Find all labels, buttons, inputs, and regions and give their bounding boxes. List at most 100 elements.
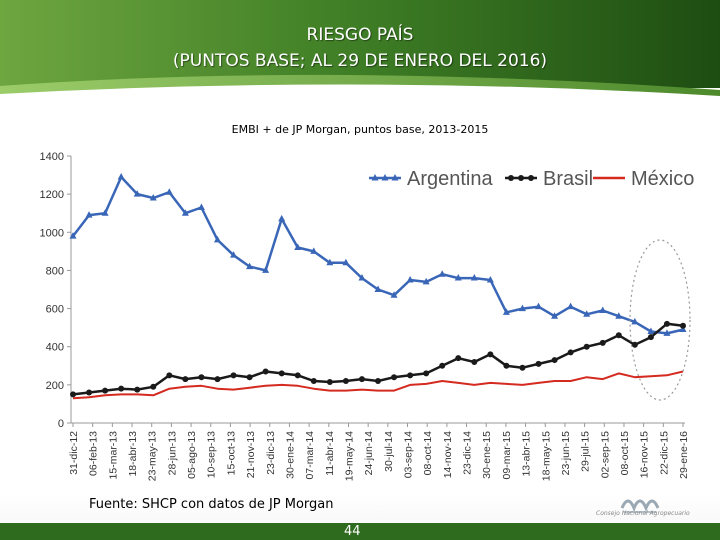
legend-label-méxico: México [631,168,694,190]
y-tick-label: 0 [58,418,64,430]
data-point [262,368,269,375]
data-point [535,360,542,367]
data-point [455,355,462,362]
data-point [246,374,253,381]
data-point [197,203,205,210]
data-point [133,190,141,197]
x-tick-label: 06-feb-13 [88,431,100,476]
data-point [423,370,430,377]
data-point [631,341,638,348]
x-tick-label: 03-sep-14 [403,431,415,478]
y-tick-label: 1200 [40,189,64,201]
legend-marker [518,175,524,181]
data-point [326,258,334,266]
source-note: Fuente: SHCP con datos de JP Morgan [89,497,334,512]
x-tick-label: 28-jun-13 [166,431,178,476]
data-point [679,325,687,333]
x-tick-label: 29-jul-15 [580,431,592,472]
data-point [454,274,462,281]
data-point [358,274,366,281]
x-tick-label: 16-nov-15 [639,431,651,478]
x-tick-label: 30-jul-14 [383,431,395,472]
series-line-argentina [72,175,684,335]
data-point [663,320,670,327]
legend-label-brasil: Brasil [543,168,593,190]
data-point [615,312,623,319]
series-line-méxico [72,370,684,400]
data-point [294,243,302,251]
highlight-ellipse [629,239,691,401]
data-point [390,291,398,298]
x-tick-label: 05-ago-13 [186,431,198,479]
logo [594,488,714,522]
data-point [631,317,639,325]
data-point [342,378,349,385]
data-point [230,372,237,379]
logo-mark-icon [620,499,660,513]
banner-graphic [0,0,720,108]
chart-frame: 0 200 400 600 800 1000 1200 1400 31-dic-12 06-feb… [19,142,700,490]
data-point [262,266,270,273]
data-point [663,329,671,336]
x-tick-label: 13-abr-15 [521,431,533,477]
x-tick-label: 23-dic-14 [462,431,474,475]
chart-subtitle: EMBI + de JP Morgan, puntos base, 2013-2… [231,123,489,136]
x-tick-label: 31-dic-12 [68,431,80,475]
data-point [583,310,591,317]
x-tick-label: 30-ene-15 [481,431,493,479]
x-tick-label: 24-jun-14 [363,431,375,476]
data-point [647,334,654,341]
x-tick-label: 10-sep-13 [206,431,218,478]
data-point [375,378,381,385]
data-point [117,172,125,180]
y-tick-label: 200 [46,380,64,392]
slide-title-line1: RIESGO PAÍS [306,25,414,45]
legend-label-argentina: Argentina [407,168,493,190]
x-tick-label: 15-mar-13 [107,431,119,480]
x-tick-label: 02-sep-15 [599,431,611,478]
data-point [246,262,254,270]
data-point [118,385,125,392]
data-point [471,358,478,365]
y-tick-label: 1400 [40,151,64,163]
title-banner: RIESGO PAÍS (PUNTOS BASE; AL 29 DE ENERO… [0,0,720,108]
data-point [310,247,318,254]
x-tick-label: 22-dic-15 [658,431,670,475]
x-tick-label: 09-mar-15 [501,431,513,480]
data-point [551,312,559,319]
data-point [518,304,526,312]
data-point [70,391,76,398]
data-point [519,364,526,371]
data-point [503,362,510,369]
data-point [278,214,286,222]
legend-marker [371,174,379,181]
x-tick-label: 14-nov-14 [442,431,454,478]
data-point [213,235,221,243]
data-point [198,374,205,381]
data-point [438,270,446,277]
x-tick-label: 08-oct-15 [619,431,631,476]
data-point [101,209,109,216]
legend-marker [391,174,399,181]
y-tick-label: 400 [46,342,64,354]
data-point [439,362,446,369]
data-point [487,351,494,358]
data-point [583,343,590,350]
data-point [102,387,109,394]
x-tick-label: 30-ene-14 [284,431,296,479]
data-point [680,322,686,329]
data-point [230,251,238,258]
data-point [181,209,189,216]
data-point [599,339,606,346]
data-point [391,374,398,381]
footer-bar: 44 [0,523,720,540]
data-point [422,277,430,285]
data-point [502,308,510,315]
data-point [342,258,350,266]
data-point [294,372,301,379]
x-tick-label: 19-may-14 [343,431,355,481]
data-point [310,378,317,385]
data-point [551,357,558,364]
x-tick-label: 23-dic-13 [265,431,277,475]
x-tick-label: 18-abr-13 [127,431,139,477]
